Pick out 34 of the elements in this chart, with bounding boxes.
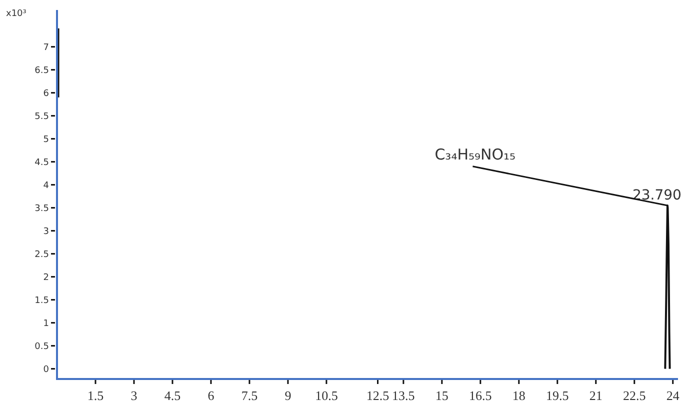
y-tick-label: 5.5	[34, 112, 49, 122]
y-tick-label: 0.5	[34, 342, 49, 352]
x-tick-label: 13.5	[392, 388, 415, 403]
x-tick-label: 22.5	[623, 388, 646, 403]
y-tick-label: 6	[43, 88, 50, 99]
x-tick-label: 6	[208, 388, 215, 403]
x-tick-label: 12.5	[366, 388, 390, 403]
x-tick-label: 1.5	[87, 388, 104, 403]
y-tick-label: 2.5	[34, 250, 49, 260]
x-tick-label: 15	[435, 388, 448, 403]
y-tick-label: 4	[43, 180, 50, 191]
y-tick-label: 4.5	[34, 158, 49, 168]
y-tick-label: 6.5	[34, 66, 49, 76]
y-tick-label: 2	[43, 272, 49, 283]
x-tick-label: 7.5	[241, 388, 258, 403]
x-tick-label: 3	[130, 388, 138, 403]
annotation: 23.790	[632, 188, 681, 204]
x-tick-label: 16.5	[469, 388, 492, 403]
x-tick-label: 18	[512, 388, 526, 403]
y-tick-label: 7	[43, 42, 49, 53]
x-tick-label: 24	[666, 388, 680, 403]
annotation: C₃₄H₅₉NO₁₅	[434, 145, 516, 164]
y-tick-label: 3	[43, 226, 49, 237]
x-tick-label: 4.5	[164, 388, 181, 403]
y-tick-label: 3.5	[34, 204, 49, 214]
x-tick-label: 21	[589, 388, 602, 403]
x-tick-label: 19.5	[546, 388, 569, 403]
x-tick-label: 9	[284, 388, 292, 403]
y-tick-label: 1	[43, 318, 49, 329]
y-tick-label: 1.5	[34, 296, 49, 306]
y-tick-label: 5	[43, 134, 49, 145]
x-tick-label: 10.5	[315, 388, 338, 403]
y-tick-label: 0	[43, 364, 50, 375]
y-axis-title: x10³	[6, 9, 27, 19]
